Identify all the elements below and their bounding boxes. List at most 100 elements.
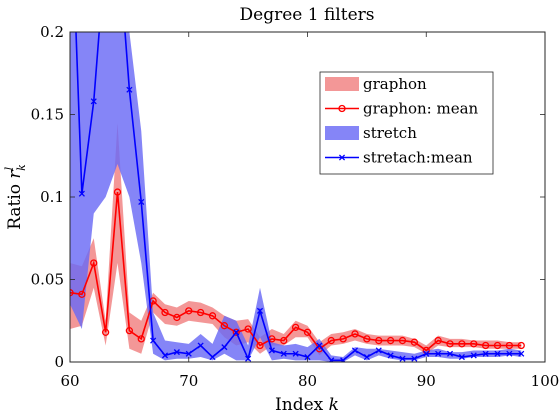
marker-point — [256, 341, 264, 350]
marker-point — [470, 352, 477, 359]
y-axis-label: Ratio rlk — [3, 164, 28, 230]
legend-label-graphon: graphon — [363, 75, 427, 93]
marker-point — [185, 350, 192, 357]
y-tick-label: 0.1 — [40, 188, 64, 206]
x-tick-label: 90 — [417, 372, 436, 390]
marker-point — [161, 352, 169, 359]
axis-ticks — [69, 31, 546, 363]
marker-point — [458, 353, 465, 361]
marker-point — [340, 357, 347, 362]
marker-point — [221, 344, 228, 351]
marker-point — [208, 312, 217, 320]
marker-point — [435, 350, 442, 357]
marker-point — [458, 340, 466, 348]
marker-point — [387, 352, 394, 359]
marker-point — [70, 289, 74, 297]
marker-point — [328, 357, 335, 362]
plot-area — [70, 32, 525, 362]
marker-point — [399, 355, 406, 362]
marker-point — [375, 347, 382, 354]
marker-point — [197, 342, 204, 349]
marker-point — [196, 308, 205, 317]
marker-point — [316, 342, 323, 349]
chart-title: Degree 1 filters — [240, 5, 375, 25]
marker-point — [125, 326, 134, 335]
y-tick-label: 0.05 — [31, 271, 64, 289]
marker-point — [398, 336, 407, 345]
marker-point — [90, 98, 97, 105]
marker-point — [375, 336, 383, 345]
marker-point — [423, 350, 430, 357]
legend-label-stretach-mean: stretach:mean — [363, 149, 473, 167]
marker-point — [351, 347, 359, 354]
marker-point — [245, 355, 252, 362]
x-tick-label: 70 — [179, 372, 198, 390]
marker-point — [90, 259, 98, 267]
marker-point — [113, 188, 122, 196]
legend-marker — [338, 154, 346, 161]
line-graphon-mean — [70, 191, 522, 352]
marker-point — [327, 336, 335, 345]
marker-point — [470, 340, 478, 348]
marker-point — [386, 336, 395, 345]
marker-point — [220, 322, 229, 330]
marker-point — [518, 350, 525, 357]
marker-point — [481, 341, 490, 350]
marker-point — [482, 350, 489, 357]
marker-point — [446, 350, 454, 357]
marker-point — [280, 336, 288, 345]
marker-point — [493, 341, 502, 350]
marker-point — [505, 341, 514, 350]
marker-point — [506, 350, 513, 357]
x-tick-label: 80 — [298, 372, 317, 390]
marker-point — [292, 350, 299, 357]
marker-point — [280, 350, 287, 357]
marker-point — [126, 86, 133, 93]
marker-point — [517, 341, 525, 350]
legend: graphon graphon: mean stretch stretach:mean — [319, 71, 494, 175]
y-tick-labels: 0 0.05 0.1 0.15 0.2 — [31, 23, 64, 371]
marker-point — [434, 336, 442, 345]
y-tick-label: 0.15 — [31, 106, 64, 124]
legend-label-stretch: stretch — [363, 124, 417, 142]
marker-point — [78, 190, 85, 197]
marker-point — [173, 313, 181, 322]
legend-label-graphon-mean: graphon: mean — [363, 100, 479, 118]
marker-point — [137, 335, 145, 343]
markers-graphon-mean — [70, 188, 525, 355]
marker-point — [233, 329, 240, 336]
marker-point — [209, 353, 216, 361]
y-tick-label: 0 — [54, 353, 64, 371]
marker-point — [494, 350, 501, 357]
x-tick-labels: 60 70 80 90 100 — [60, 372, 559, 390]
marker-point — [446, 340, 454, 348]
marker-point — [411, 355, 418, 362]
legend-swatch-stretch — [325, 126, 359, 140]
marker-point — [185, 307, 193, 315]
marker-point — [244, 325, 252, 333]
markers-stretach-mean — [78, 86, 525, 362]
x-tick-label: 60 — [60, 372, 79, 390]
band-stretch — [70, 32, 522, 362]
marker-point — [138, 198, 145, 206]
legend-marker — [338, 104, 346, 113]
y-tick-label: 0.2 — [40, 23, 64, 41]
marker-point — [268, 347, 275, 354]
marker-point — [173, 349, 180, 356]
x-tick-label: 100 — [531, 372, 560, 390]
marker-point — [339, 335, 347, 343]
marker-point — [410, 338, 419, 346]
legend-swatch-graphon — [325, 77, 359, 91]
x-axis-label: Index k — [275, 395, 339, 415]
marker-point — [363, 353, 370, 361]
marker-point — [232, 328, 240, 336]
marker-point — [161, 308, 169, 317]
marker-point — [256, 307, 264, 314]
marker-point — [291, 323, 300, 332]
marker-point — [78, 290, 86, 299]
marker-point — [150, 337, 157, 344]
marker-point — [101, 328, 110, 336]
marker-point — [351, 330, 359, 338]
marker-point — [363, 335, 371, 343]
